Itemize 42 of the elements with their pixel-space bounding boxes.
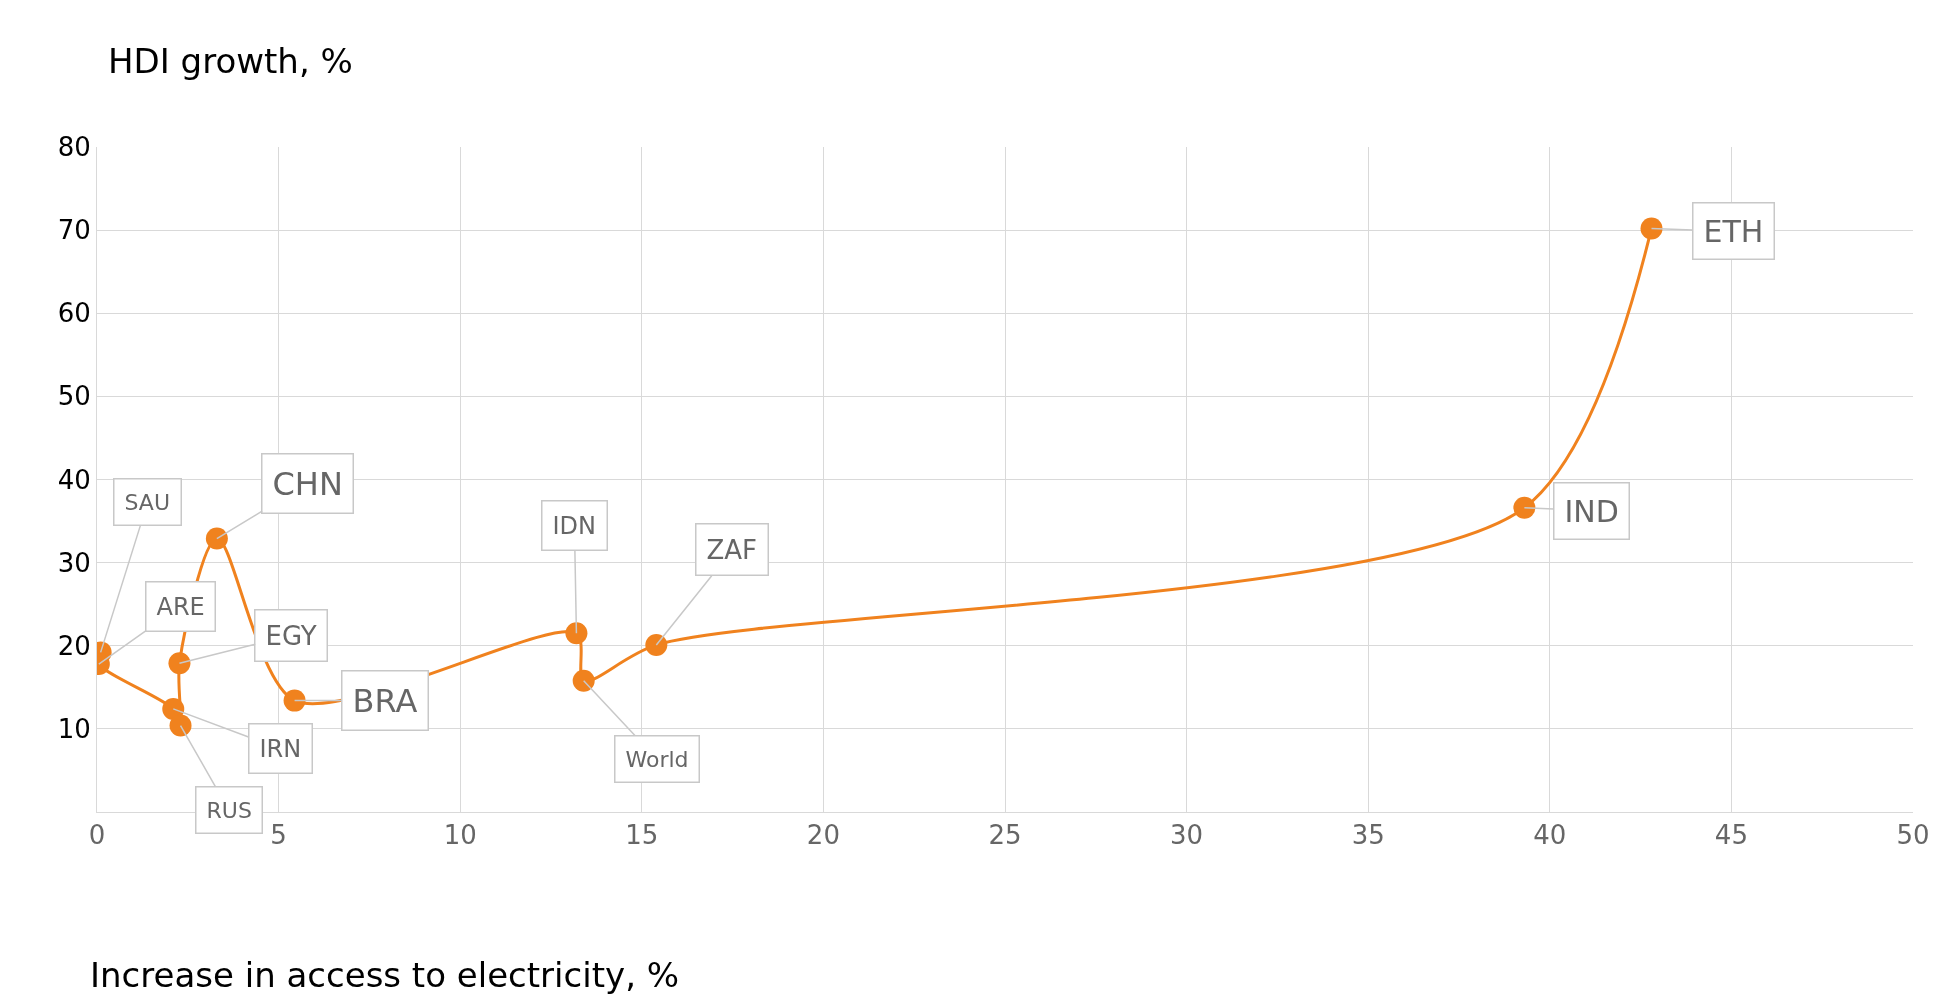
point xyxy=(645,633,668,656)
x-tick-label: 35 xyxy=(1351,820,1385,851)
point xyxy=(572,669,595,692)
y-tick-label: 60 xyxy=(57,298,91,329)
annotation: ZAF xyxy=(706,534,758,565)
annotation: IRN xyxy=(259,734,302,763)
y-tick-label: 40 xyxy=(57,464,91,495)
point xyxy=(1640,217,1663,240)
x-tick-label: 5 xyxy=(270,820,287,851)
point xyxy=(168,652,191,675)
annotation: SAU xyxy=(124,489,171,515)
annotation: IND xyxy=(1564,493,1619,529)
point xyxy=(283,689,306,712)
annotation: ETH xyxy=(1703,213,1764,249)
x-tick-label: 45 xyxy=(1714,820,1748,851)
annotation: EGY xyxy=(265,620,317,651)
point xyxy=(205,527,228,550)
y-tick-label: 80 xyxy=(57,132,91,163)
x-tick-label: 30 xyxy=(1170,820,1204,851)
x-tick-label: 10 xyxy=(443,820,477,851)
point xyxy=(565,622,588,645)
y-axis-title: HDI growth, % xyxy=(108,41,353,81)
annotation: RUS xyxy=(206,797,252,823)
x-tick-label: 15 xyxy=(625,820,659,851)
y-tick-label: 20 xyxy=(57,630,91,661)
annotation: IDN xyxy=(552,511,597,540)
annotation: CHN xyxy=(272,464,343,503)
y-tick-label: 30 xyxy=(57,547,91,578)
annotation: World xyxy=(625,746,689,772)
y-tick-label: 10 xyxy=(57,713,91,744)
point xyxy=(1513,496,1536,519)
x-axis-title: Increase in access to electricity, % xyxy=(90,955,680,995)
annotation: BRA xyxy=(352,681,418,720)
y-tick-label: 70 xyxy=(57,215,91,246)
x-tick-label: 20 xyxy=(806,820,840,851)
point xyxy=(169,714,192,737)
y-tick-label: 50 xyxy=(57,381,91,412)
x-tick-label: 0 xyxy=(88,820,106,851)
x-tick-label: 40 xyxy=(1533,820,1567,851)
x-tick-label: 50 xyxy=(1896,820,1930,851)
x-tick-label: 25 xyxy=(988,820,1022,851)
annotation: ARE xyxy=(156,592,205,621)
